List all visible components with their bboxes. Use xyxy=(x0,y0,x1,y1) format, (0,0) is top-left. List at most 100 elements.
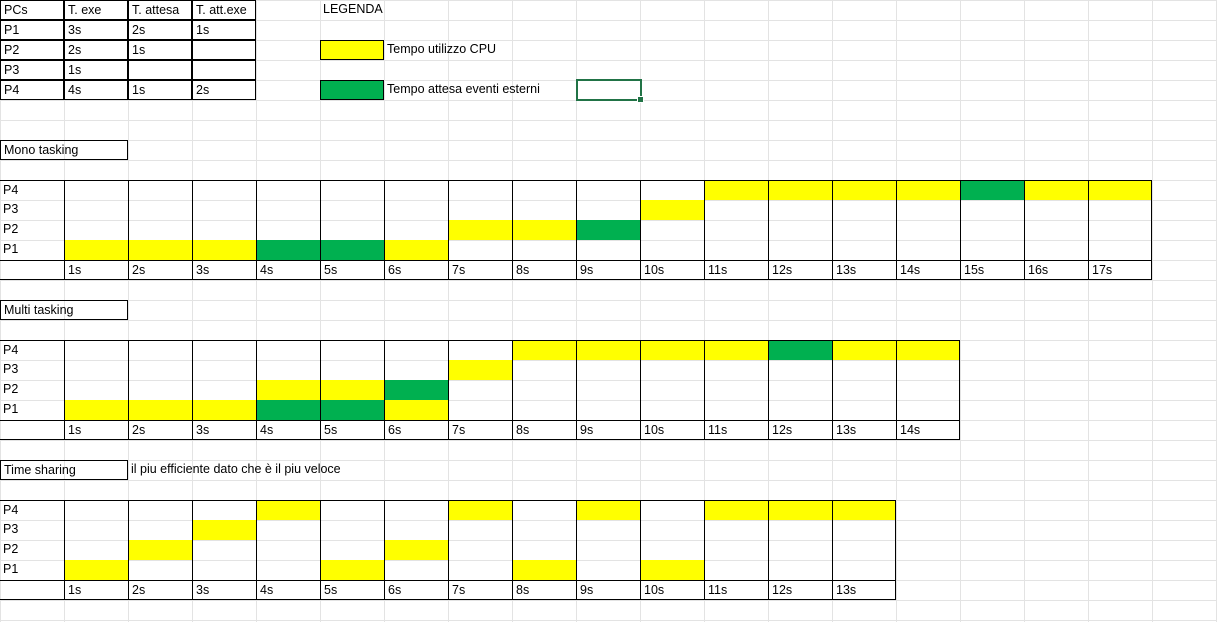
time-label[interactable]: 2s xyxy=(128,580,192,600)
cpu-slot[interactable] xyxy=(1024,180,1088,200)
empty-slot[interactable] xyxy=(256,540,320,560)
table-cell[interactable]: P1 xyxy=(0,20,64,40)
cpu-slot[interactable] xyxy=(448,220,512,240)
empty-slot[interactable] xyxy=(448,560,512,580)
fill-handle[interactable] xyxy=(637,96,644,103)
empty-slot[interactable] xyxy=(192,220,256,240)
time-label[interactable]: 10s xyxy=(640,420,704,440)
cpu-slot[interactable] xyxy=(1088,180,1152,200)
empty-slot[interactable] xyxy=(704,380,768,400)
empty-slot[interactable] xyxy=(64,200,128,220)
empty-slot[interactable] xyxy=(384,500,448,520)
empty-slot[interactable] xyxy=(576,360,640,380)
empty-slot[interactable] xyxy=(384,340,448,360)
table-cell[interactable]: 1s xyxy=(128,40,192,60)
time-label[interactable]: 13s xyxy=(832,260,896,280)
table-cell[interactable]: 1s xyxy=(192,20,256,40)
cpu-slot[interactable] xyxy=(576,500,640,520)
empty-slot[interactable] xyxy=(192,180,256,200)
empty-slot[interactable] xyxy=(512,500,576,520)
cpu-slot[interactable] xyxy=(832,180,896,200)
time-label[interactable]: 13s xyxy=(832,580,896,600)
table-cell[interactable]: 2s xyxy=(192,80,256,100)
cpu-slot[interactable] xyxy=(64,560,128,580)
time-label[interactable]: 4s xyxy=(256,580,320,600)
empty-slot[interactable] xyxy=(128,340,192,360)
empty-slot[interactable] xyxy=(576,560,640,580)
empty-slot[interactable] xyxy=(768,560,832,580)
cpu-slot[interactable] xyxy=(704,340,768,360)
empty-slot[interactable] xyxy=(576,400,640,420)
process-label[interactable]: P2 xyxy=(3,382,19,396)
empty-slot[interactable] xyxy=(256,200,320,220)
wait-slot[interactable] xyxy=(256,240,320,260)
empty-slot[interactable] xyxy=(192,380,256,400)
empty-slot[interactable] xyxy=(704,520,768,540)
cpu-slot[interactable] xyxy=(256,380,320,400)
wait-slot[interactable] xyxy=(960,180,1024,200)
empty-slot[interactable] xyxy=(640,540,704,560)
empty-slot[interactable] xyxy=(960,200,1024,220)
empty-slot[interactable] xyxy=(576,540,640,560)
empty-slot[interactable] xyxy=(512,360,576,380)
chart-title[interactable]: Time sharing xyxy=(0,460,128,480)
empty-slot[interactable] xyxy=(384,220,448,240)
time-label[interactable]: 13s xyxy=(832,420,896,440)
empty-slot[interactable] xyxy=(448,400,512,420)
legend-title[interactable]: LEGENDA xyxy=(323,2,383,16)
time-label[interactable]: 1s xyxy=(64,420,128,440)
empty-slot[interactable] xyxy=(640,180,704,200)
empty-slot[interactable] xyxy=(320,540,384,560)
empty-slot[interactable] xyxy=(384,180,448,200)
time-label-empty[interactable] xyxy=(0,260,64,280)
empty-slot[interactable] xyxy=(768,360,832,380)
legend-wait-swatch[interactable] xyxy=(320,80,384,100)
empty-slot[interactable] xyxy=(448,380,512,400)
time-label[interactable]: 7s xyxy=(448,580,512,600)
empty-slot[interactable] xyxy=(384,560,448,580)
time-label[interactable]: 1s xyxy=(64,260,128,280)
empty-slot[interactable] xyxy=(192,540,256,560)
table-cell[interactable] xyxy=(192,40,256,60)
time-label[interactable]: 3s xyxy=(192,420,256,440)
empty-slot[interactable] xyxy=(704,360,768,380)
cpu-slot[interactable] xyxy=(192,400,256,420)
cpu-slot[interactable] xyxy=(448,500,512,520)
empty-slot[interactable] xyxy=(640,520,704,540)
wait-slot[interactable] xyxy=(256,400,320,420)
empty-slot[interactable] xyxy=(384,520,448,540)
empty-slot[interactable] xyxy=(320,180,384,200)
cpu-slot[interactable] xyxy=(640,340,704,360)
cpu-slot[interactable] xyxy=(512,340,576,360)
empty-slot[interactable] xyxy=(64,220,128,240)
empty-slot[interactable] xyxy=(128,360,192,380)
empty-slot[interactable] xyxy=(832,380,896,400)
legend-cpu-swatch[interactable] xyxy=(320,40,384,60)
time-label[interactable]: 7s xyxy=(448,260,512,280)
empty-slot[interactable] xyxy=(320,340,384,360)
wait-slot[interactable] xyxy=(320,240,384,260)
empty-slot[interactable] xyxy=(768,520,832,540)
time-label[interactable]: 2s xyxy=(128,420,192,440)
process-label[interactable]: P3 xyxy=(3,202,19,216)
empty-slot[interactable] xyxy=(960,220,1024,240)
empty-slot[interactable] xyxy=(576,380,640,400)
process-label[interactable]: P4 xyxy=(0,180,64,200)
empty-slot[interactable] xyxy=(128,520,192,540)
time-label[interactable]: 12s xyxy=(768,260,832,280)
table-cell[interactable] xyxy=(192,60,256,80)
empty-slot[interactable] xyxy=(320,360,384,380)
cpu-slot[interactable] xyxy=(640,200,704,220)
empty-slot[interactable] xyxy=(896,400,960,420)
active-cell-selection[interactable] xyxy=(576,79,644,103)
cpu-slot[interactable] xyxy=(384,240,448,260)
empty-slot[interactable] xyxy=(832,560,896,580)
empty-slot[interactable] xyxy=(384,200,448,220)
wait-slot[interactable] xyxy=(768,340,832,360)
time-label[interactable]: 9s xyxy=(576,260,640,280)
time-label[interactable]: 14s xyxy=(896,260,960,280)
empty-slot[interactable] xyxy=(64,520,128,540)
cpu-slot[interactable] xyxy=(128,240,192,260)
empty-slot[interactable] xyxy=(192,200,256,220)
